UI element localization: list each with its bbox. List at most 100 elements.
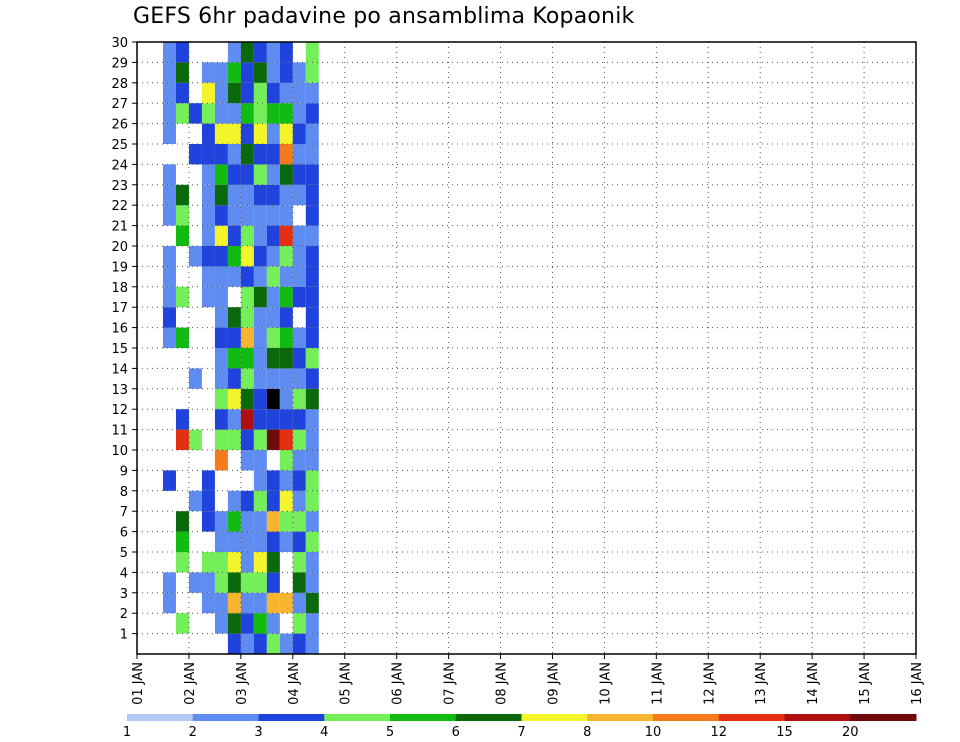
heatmap-cell bbox=[253, 348, 267, 369]
heatmap-cell bbox=[214, 123, 228, 144]
heatmap-cell bbox=[227, 62, 241, 83]
heatmap-cell bbox=[240, 103, 254, 124]
heatmap-cell bbox=[227, 429, 241, 450]
heatmap-cell bbox=[253, 327, 267, 348]
heatmap-cell bbox=[292, 450, 306, 471]
heatmap-cell bbox=[214, 103, 228, 124]
heatmap-cell bbox=[253, 592, 267, 614]
heatmap-cell bbox=[240, 511, 254, 532]
colorbar-label: 12 bbox=[710, 725, 727, 740]
heatmap-cell bbox=[227, 348, 241, 369]
heatmap-cell bbox=[175, 327, 189, 348]
heatmap-cell bbox=[305, 633, 319, 654]
heatmap-cell bbox=[305, 429, 319, 450]
heatmap-cell bbox=[305, 103, 319, 124]
heatmap-cell bbox=[163, 42, 176, 63]
y-tick-label: 16 bbox=[111, 322, 128, 337]
heatmap-cell bbox=[253, 164, 267, 185]
y-tick-label: 5 bbox=[120, 546, 128, 561]
heatmap-cell bbox=[305, 613, 319, 634]
heatmap-cell bbox=[240, 225, 254, 246]
heatmap-cell bbox=[227, 633, 241, 654]
heatmap-cell bbox=[279, 511, 293, 532]
heatmap-cell bbox=[253, 490, 267, 512]
heatmap-cell bbox=[240, 164, 254, 185]
heatmap-cell bbox=[227, 266, 241, 287]
y-tick-label: 4 bbox=[120, 566, 128, 581]
heatmap-cell bbox=[305, 144, 319, 165]
heatmap-cell bbox=[279, 409, 293, 430]
heatmap-cell bbox=[163, 205, 176, 226]
heatmap-cell bbox=[253, 368, 267, 389]
heatmap-cell bbox=[188, 103, 202, 124]
heatmap-cell bbox=[163, 62, 176, 83]
heatmap-cell bbox=[266, 511, 280, 532]
heatmap-cell bbox=[292, 184, 306, 206]
heatmap-cell bbox=[292, 164, 306, 185]
y-tick-label: 20 bbox=[111, 240, 128, 255]
heatmap-cell bbox=[188, 246, 202, 267]
heatmap-cell bbox=[292, 82, 306, 104]
heatmap-cell bbox=[305, 62, 319, 83]
heatmap-cell bbox=[279, 348, 293, 369]
heatmap-cell bbox=[240, 266, 254, 287]
heatmap-cell bbox=[253, 511, 267, 532]
heatmap-cell bbox=[292, 348, 306, 369]
heatmap-cell bbox=[214, 429, 228, 450]
y-tick-label: 10 bbox=[111, 444, 128, 459]
heatmap-cell bbox=[253, 103, 267, 124]
heatmap-cell bbox=[279, 62, 293, 83]
y-tick-label: 23 bbox=[111, 179, 128, 194]
heatmap-cell bbox=[188, 490, 202, 512]
heatmap-cell bbox=[214, 286, 228, 308]
heatmap-cell bbox=[240, 307, 254, 328]
heatmap-cell bbox=[175, 82, 189, 104]
heatmap-cell bbox=[227, 225, 241, 246]
colorbar-label: 5 bbox=[386, 725, 394, 740]
heatmap-cell bbox=[175, 103, 189, 124]
heatmap-cell bbox=[266, 327, 280, 348]
heatmap-cell bbox=[240, 552, 254, 573]
heatmap-cell bbox=[163, 286, 176, 308]
heatmap-cell bbox=[266, 409, 280, 430]
heatmap-cell bbox=[227, 205, 241, 226]
y-tick-label: 13 bbox=[111, 383, 128, 398]
heatmap-cell bbox=[266, 144, 280, 165]
heatmap-cell bbox=[227, 368, 241, 389]
y-tick-label: 26 bbox=[111, 118, 128, 133]
heatmap-cell bbox=[163, 327, 176, 348]
heatmap-cell bbox=[266, 205, 280, 226]
y-tick-label: 8 bbox=[120, 485, 128, 500]
heatmap-cell bbox=[201, 592, 215, 614]
y-tick-label: 12 bbox=[111, 403, 128, 418]
heatmap-cell bbox=[227, 42, 241, 63]
colorbar-segment bbox=[653, 714, 720, 721]
heatmap-cell bbox=[175, 286, 189, 308]
heatmap-cell bbox=[279, 144, 293, 165]
heatmap-cell bbox=[279, 450, 293, 471]
heatmap-cell bbox=[175, 225, 189, 246]
heatmap-cell bbox=[305, 266, 319, 287]
y-tick-label: 22 bbox=[111, 199, 128, 214]
colorbar-label: 15 bbox=[776, 725, 793, 740]
heatmap-cell bbox=[201, 225, 215, 246]
heatmap-cell bbox=[279, 82, 293, 104]
heatmap-cell bbox=[175, 205, 189, 226]
heatmap-cell bbox=[240, 327, 254, 348]
heatmap-cell bbox=[253, 470, 267, 491]
heatmap-cell bbox=[227, 184, 241, 206]
y-tick-label: 3 bbox=[120, 587, 128, 602]
heatmap-cell bbox=[214, 164, 228, 185]
heatmap-cell bbox=[292, 266, 306, 287]
heatmap-cell bbox=[227, 613, 241, 634]
heatmap-cell bbox=[266, 531, 280, 552]
heatmap-cell bbox=[266, 490, 280, 512]
heatmap-cell bbox=[279, 327, 293, 348]
heatmap-cell bbox=[292, 144, 306, 165]
heatmap-cell bbox=[227, 531, 241, 552]
heatmap-cell bbox=[266, 225, 280, 246]
heatmap-cell bbox=[240, 409, 254, 430]
heatmap-cell bbox=[214, 225, 228, 246]
heatmap-cell bbox=[227, 572, 241, 593]
